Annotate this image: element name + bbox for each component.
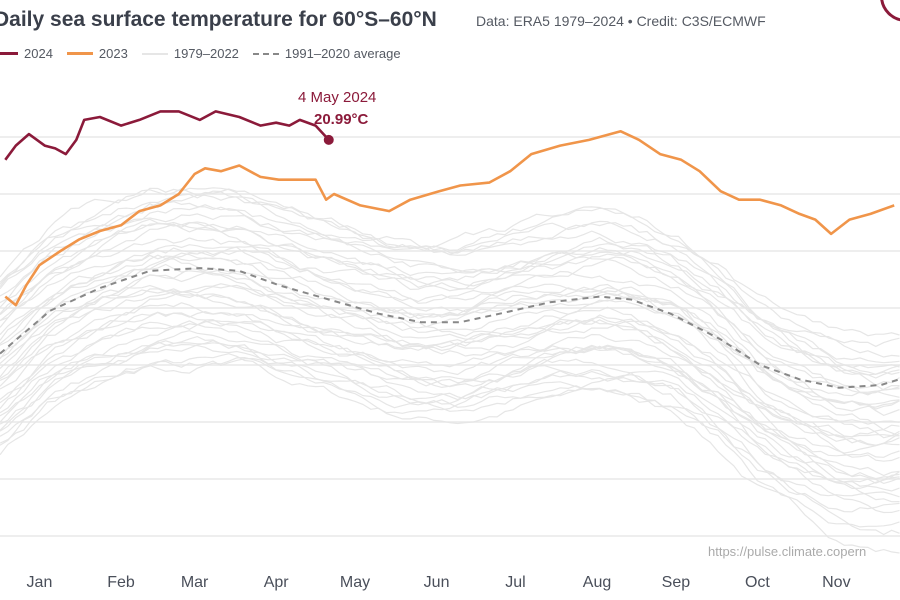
series-1979-2022 xyxy=(0,187,900,554)
series-line-1979-2022 xyxy=(0,357,900,513)
series-line-1979-2022 xyxy=(0,330,900,484)
x-tick-label: Jun xyxy=(424,574,450,591)
series-line-1979-2022 xyxy=(0,288,900,438)
annotation-marker xyxy=(323,134,334,145)
annotation-date: 4 May 2024 xyxy=(298,89,376,106)
series-line-1979-2022 xyxy=(0,218,900,369)
x-tick-label: Sep xyxy=(662,574,691,591)
x-tick-label: Oct xyxy=(745,574,770,591)
series-line-1979-2022 xyxy=(0,188,900,375)
series-line-2024 xyxy=(4,110,330,161)
annotation-value: 20.99°C xyxy=(314,111,369,128)
legend: 2024 2023 1979–2022 1991–2020 average xyxy=(0,46,401,61)
x-tick-label: Apr xyxy=(264,574,290,591)
x-tick-label: Feb xyxy=(107,574,135,591)
series-line-1979-2022 xyxy=(0,267,900,410)
series-line-1979-2022 xyxy=(0,356,900,498)
series-line-1979-2022 xyxy=(0,244,900,397)
series-line-1979-2022 xyxy=(0,187,900,337)
series-line-1991-2020-average xyxy=(0,267,900,389)
chart-subtitle: Data: ERA5 1979–2024 • Credit: C3S/ECMWF xyxy=(476,13,766,29)
x-tick-label: Jan xyxy=(27,574,53,591)
series-line-1979-2022 xyxy=(0,310,900,447)
series-line-1979-2022 xyxy=(0,221,900,379)
series-line-1979-2022 xyxy=(0,319,900,514)
series-line-1979-2022 xyxy=(0,188,900,348)
series-line-1979-2022 xyxy=(0,291,900,485)
chart-title: Daily sea surface temperature for 60°S–6… xyxy=(0,8,437,31)
series-line-1979-2022 xyxy=(0,249,900,395)
series-line-1979-2022 xyxy=(0,254,900,439)
legend-item-2024: 2024 xyxy=(0,46,53,61)
series-line-1979-2022 xyxy=(0,302,900,503)
series-line-1979-2022 xyxy=(0,340,900,487)
series-line-1979-2022 xyxy=(0,221,900,417)
legend-item-1979-2022: 1979–2022 xyxy=(141,46,239,61)
legend-item-average: 1991–2020 average xyxy=(252,46,401,61)
series-line-1979-2022 xyxy=(0,263,900,462)
x-tick-label: Mar xyxy=(181,574,209,591)
series-line-2023 xyxy=(4,130,895,307)
legend-item-2023: 2023 xyxy=(66,46,128,61)
series-line-1979-2022 xyxy=(0,237,900,437)
series-line-1979-2022 xyxy=(0,335,900,528)
series-line-1979-2022 xyxy=(0,283,900,425)
x-tick-label: Aug xyxy=(583,574,611,591)
series-line-1979-2022 xyxy=(0,272,900,477)
series-line-1979-2022 xyxy=(0,200,900,358)
series-line-1979-2022 xyxy=(0,320,900,480)
series-line-1979-2022 xyxy=(0,320,900,458)
x-tick-label: Jul xyxy=(505,574,525,591)
series-line-1979-2022 xyxy=(0,245,900,389)
series-line-1979-2022 xyxy=(0,223,900,376)
source-url: https://pulse.climate.copern xyxy=(708,544,866,559)
x-tick-label: Nov xyxy=(822,574,850,591)
series-line-1979-2022 xyxy=(0,311,900,454)
x-tick-label: May xyxy=(340,574,370,591)
